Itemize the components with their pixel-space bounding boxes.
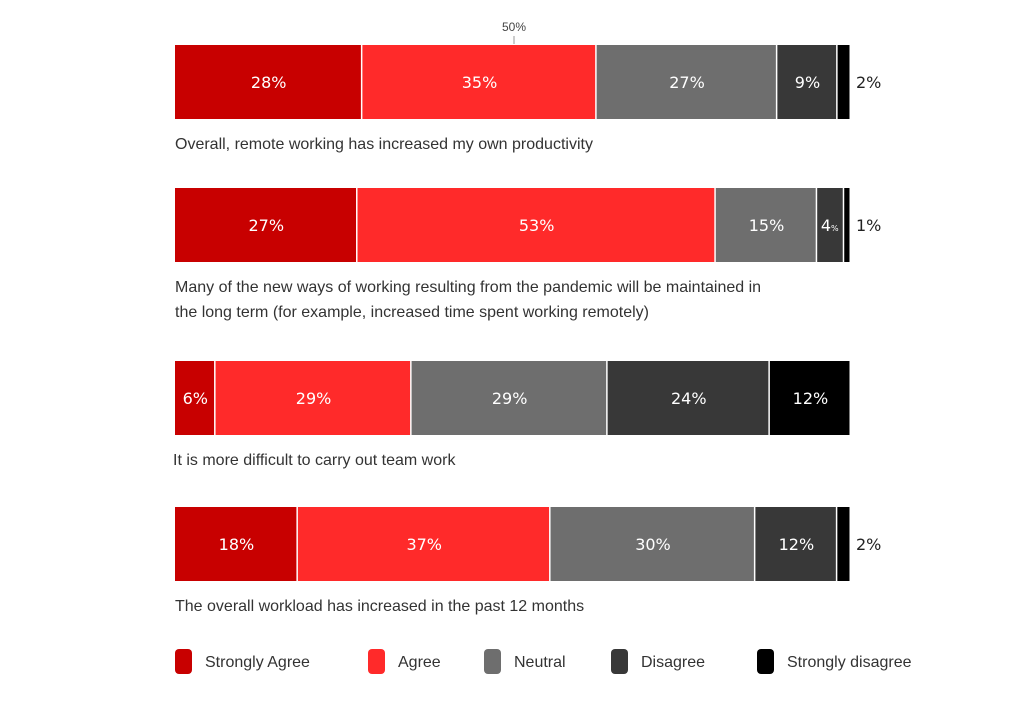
bar-segment-agree xyxy=(215,361,411,435)
bar-segment-strongly-agree xyxy=(175,507,297,581)
category-label: It is more difficult to carry out team w… xyxy=(173,452,456,469)
data-label: 27% xyxy=(669,73,705,92)
legend-label: Disagree xyxy=(641,654,705,671)
legend-swatch xyxy=(484,649,501,674)
data-label: 4% xyxy=(821,216,839,235)
bar-segment-disagree xyxy=(817,188,843,262)
data-label: 30% xyxy=(635,535,671,554)
data-label: 15% xyxy=(749,216,785,235)
bar-segment-strongly-agree xyxy=(175,188,357,262)
data-label: 12% xyxy=(779,535,815,554)
bar-segment-agree xyxy=(362,45,596,119)
data-label: 2% xyxy=(856,73,881,92)
reference-label: 50% xyxy=(502,20,526,34)
data-label: 6% xyxy=(183,389,208,408)
bar-segment-strongly-agree xyxy=(175,361,215,435)
bar-segment-neutral xyxy=(715,188,816,262)
bar-segment-neutral xyxy=(550,507,754,581)
bar-segment-strongly-disagree xyxy=(837,507,850,581)
bar-segment-neutral xyxy=(596,45,776,119)
data-label: 53% xyxy=(519,216,555,235)
data-label: 29% xyxy=(296,389,332,408)
bar-segment-agree xyxy=(357,188,715,262)
bar-segment-strongly-disagree xyxy=(837,45,850,119)
legend-swatch xyxy=(368,649,385,674)
data-label: 1% xyxy=(856,216,881,235)
category-label: Many of the new ways of working resultin… xyxy=(175,279,761,296)
bar-segment-strongly-disagree xyxy=(844,188,850,262)
data-label: 37% xyxy=(406,535,442,554)
data-label: 29% xyxy=(492,389,528,408)
data-label: 12% xyxy=(793,389,829,408)
data-label: 9% xyxy=(795,73,820,92)
legend-swatch xyxy=(175,649,192,674)
category-label: Overall, remote working has increased my… xyxy=(175,136,593,153)
category-label: the long term (for example, increased ti… xyxy=(175,304,649,321)
data-label: 28% xyxy=(251,73,287,92)
bar-segment-strongly-agree xyxy=(175,45,361,119)
bar-segment-disagree xyxy=(607,361,769,435)
bar-segment-strongly-disagree xyxy=(769,361,850,435)
data-label: 2% xyxy=(856,535,881,554)
data-label: 18% xyxy=(219,535,255,554)
category-label: The overall workload has increased in th… xyxy=(175,598,584,615)
legend-label: Agree xyxy=(398,654,441,671)
bar-segment-disagree xyxy=(777,45,837,119)
legend-swatch xyxy=(757,649,774,674)
data-label: 35% xyxy=(462,73,498,92)
legend-label: Neutral xyxy=(514,654,566,671)
bar-segment-disagree xyxy=(755,507,836,581)
bar-segment-agree xyxy=(297,507,550,581)
legend-label: Strongly disagree xyxy=(787,654,912,671)
legend-label: Strongly Agree xyxy=(205,654,310,671)
legend-swatch xyxy=(611,649,628,674)
bar-segment-neutral xyxy=(411,361,607,435)
data-label: 24% xyxy=(671,389,707,408)
data-label: 27% xyxy=(248,216,284,235)
